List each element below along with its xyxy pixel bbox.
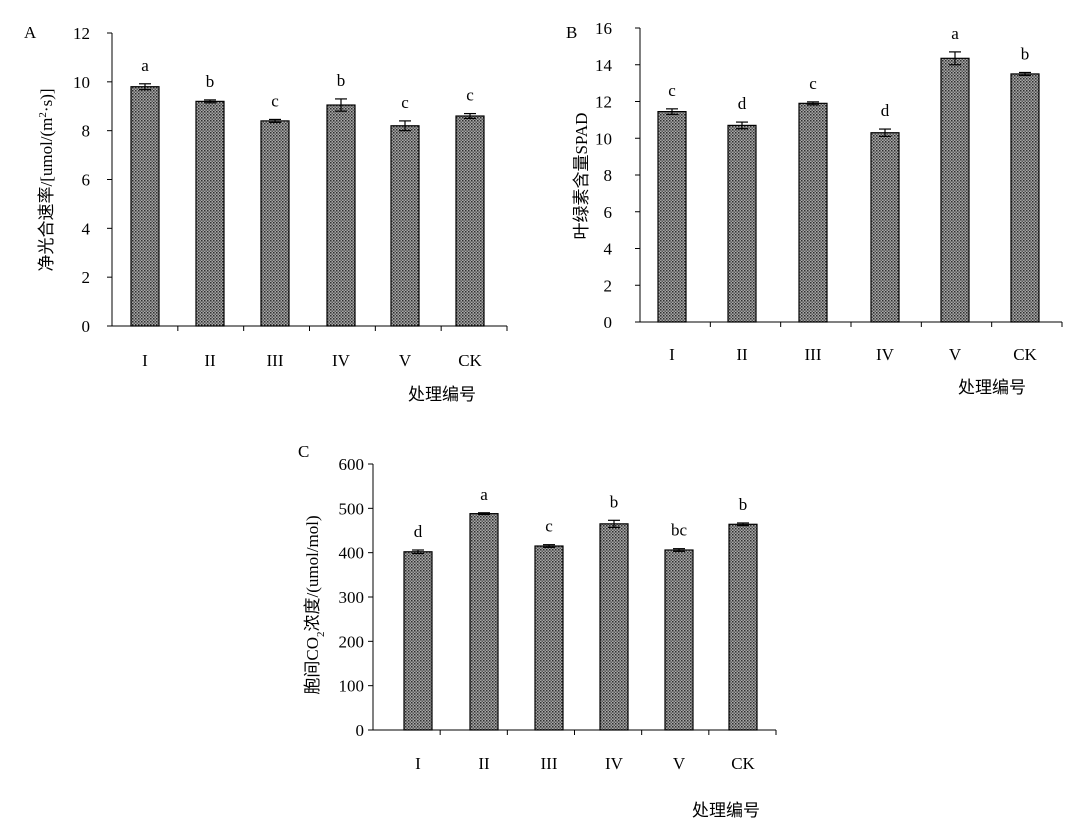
category-label-V: V bbox=[949, 345, 962, 364]
significance-letter-I: d bbox=[414, 522, 423, 541]
y-tick-label: 10 bbox=[73, 73, 90, 92]
significance-letter-CK: b bbox=[1021, 44, 1030, 63]
bar-CK bbox=[728, 523, 758, 731]
y-tick-label: 500 bbox=[339, 499, 365, 518]
bar-V bbox=[664, 549, 694, 731]
y-tick-label: 0 bbox=[604, 313, 613, 332]
category-label-I: I bbox=[669, 345, 675, 364]
category-label-I: I bbox=[415, 754, 421, 773]
bar-II bbox=[469, 513, 499, 731]
y-tick-label: 4 bbox=[604, 240, 613, 259]
category-label-II: II bbox=[736, 345, 748, 364]
category-label-III: III bbox=[541, 754, 558, 773]
y-tick-label: 12 bbox=[595, 93, 612, 112]
significance-letter-V: c bbox=[401, 93, 409, 112]
bar-III bbox=[798, 102, 828, 323]
bar-III bbox=[260, 120, 290, 327]
panel-a-xlabel: 处理编号 bbox=[408, 385, 476, 404]
y-tick-label: 8 bbox=[82, 122, 91, 141]
significance-letter-CK: c bbox=[466, 86, 474, 105]
panel-b: B 叶绿素含量SPAD 处理编号 0 2 4 6 8 10 12 14 16 c Id II c III d… bbox=[566, 19, 1063, 397]
bar-CK bbox=[455, 115, 485, 327]
bar-I bbox=[130, 86, 160, 327]
bar-I bbox=[403, 551, 433, 731]
y-tick-label: 6 bbox=[604, 203, 613, 222]
significance-letter-I: c bbox=[668, 81, 676, 100]
y-tick-label: 16 bbox=[595, 19, 612, 38]
category-label-II: II bbox=[204, 351, 216, 370]
panel-c-label: C bbox=[298, 442, 309, 461]
significance-letter-IV: d bbox=[881, 101, 890, 120]
panel-b-label: B bbox=[566, 23, 577, 42]
y-tick-label: 6 bbox=[82, 171, 91, 190]
category-label-CK: CK bbox=[458, 351, 482, 370]
y-tick-label: 12 bbox=[73, 24, 90, 43]
bar-V bbox=[390, 125, 420, 327]
category-label-I: I bbox=[142, 351, 148, 370]
significance-letter-IV: b bbox=[610, 492, 619, 511]
panel-a: A 净光合速率/[umol/(m2·s)] 处理编号 0 2 4 6 8 10 12 a Ib I… bbox=[24, 23, 508, 404]
bar-IV bbox=[326, 104, 356, 327]
panel-b-xlabel: 处理编号 bbox=[958, 378, 1026, 397]
bar-IV bbox=[870, 132, 900, 323]
y-tick-label: 4 bbox=[82, 219, 91, 238]
bar-III bbox=[534, 545, 564, 731]
significance-letter-CK: b bbox=[739, 495, 748, 514]
significance-letter-V: bc bbox=[671, 521, 688, 540]
category-label-CK: CK bbox=[731, 754, 755, 773]
y-tick-label: 0 bbox=[356, 721, 365, 740]
significance-letter-I: a bbox=[141, 56, 149, 75]
y-tick-label: 0 bbox=[82, 317, 91, 336]
significance-letter-III: c bbox=[271, 91, 279, 110]
category-label-V: V bbox=[399, 351, 412, 370]
significance-letter-II: a bbox=[480, 485, 488, 504]
significance-letter-II: b bbox=[206, 72, 215, 91]
y-tick-label: 8 bbox=[604, 166, 613, 185]
y-tick-label: 200 bbox=[339, 632, 365, 651]
y-tick-label: 400 bbox=[339, 544, 365, 563]
significance-letter-III: c bbox=[545, 517, 553, 536]
y-tick-label: 10 bbox=[595, 129, 612, 148]
y-tick-label: 14 bbox=[595, 56, 613, 75]
category-label-III: III bbox=[805, 345, 822, 364]
bar-CK bbox=[1010, 73, 1040, 323]
significance-letter-III: c bbox=[809, 74, 817, 93]
y-tick-label: 600 bbox=[339, 455, 365, 474]
significance-letter-IV: b bbox=[337, 71, 346, 90]
category-label-V: V bbox=[673, 754, 686, 773]
y-tick-label: 300 bbox=[339, 588, 365, 607]
panel-a-ylabel: 净光合速率/[umol/(m2·s)] bbox=[37, 88, 56, 271]
panel-c-xlabel: 处理编号 bbox=[692, 801, 760, 820]
bar-I bbox=[657, 111, 687, 323]
bar-II bbox=[195, 100, 225, 327]
category-label-CK: CK bbox=[1013, 345, 1037, 364]
y-tick-label: 2 bbox=[604, 276, 613, 295]
y-tick-label: 100 bbox=[339, 677, 365, 696]
significance-letter-II: d bbox=[738, 94, 747, 113]
category-label-IV: IV bbox=[332, 351, 351, 370]
bar-IV bbox=[599, 523, 629, 731]
bar-II bbox=[727, 124, 757, 323]
bar-V bbox=[940, 57, 970, 323]
significance-letter-V: a bbox=[951, 24, 959, 43]
panel-c-ylabel: 胞间CO2浓度/(umol/mol) bbox=[303, 515, 327, 694]
category-label-IV: IV bbox=[876, 345, 895, 364]
panel-c: C 胞间CO2浓度/(umol/mol) 处理编号 0 100 200 300 400 5… bbox=[298, 442, 777, 820]
category-label-III: III bbox=[267, 351, 284, 370]
panel-b-ylabel: 叶绿素含量SPAD bbox=[572, 113, 591, 240]
y-tick-label: 2 bbox=[82, 268, 91, 287]
category-label-IV: IV bbox=[605, 754, 624, 773]
panel-a-label: A bbox=[24, 23, 37, 42]
category-label-II: II bbox=[478, 754, 490, 773]
